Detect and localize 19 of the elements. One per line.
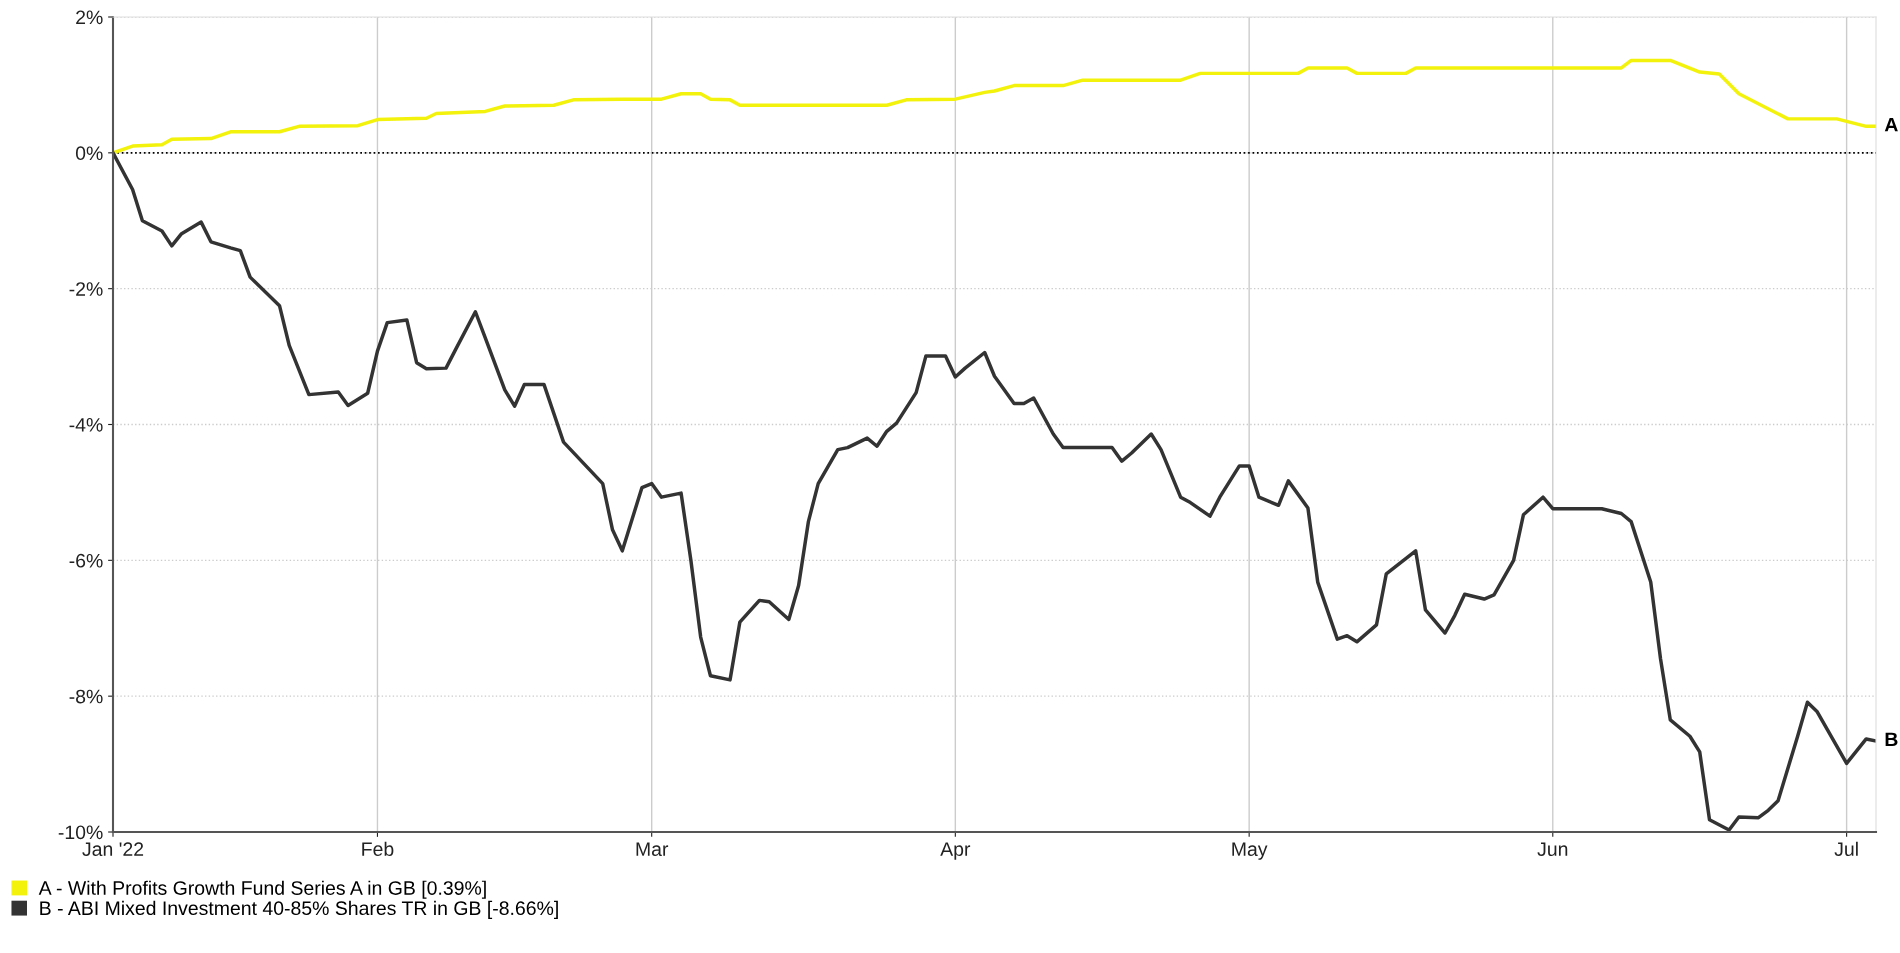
y-tick-label: -4% [69, 418, 103, 432]
x-tick-label: May [1232, 842, 1268, 860]
x-tick-label: Feb [362, 841, 394, 856]
x-tick-label: Mar [636, 842, 669, 856]
y-tick-label: 0% [75, 146, 103, 161]
y-tick-label: -2% [69, 282, 103, 296]
x-tick-label: Jan '22 [82, 842, 144, 856]
annotation: B [1885, 732, 1898, 747]
y-tick-label: -10% [58, 825, 103, 840]
annotation: A [1884, 118, 1898, 132]
x-tick-label: Jun [1537, 842, 1568, 856]
y-tick-label: -8% [69, 689, 103, 704]
legend-label: B - ABI Mixed Investment 40-85% Shares TR in GB [-8.66%] [40, 900, 558, 919]
y-tick-label: 2% [76, 10, 103, 25]
line-series [113, 58, 1876, 155]
legend-label: A - With Profits Growth Fund Series A in GB [0.39%] [38, 880, 486, 899]
x-tick-label: Jul [1834, 841, 1858, 856]
x-tick-label: Apr [940, 842, 971, 860]
y-tick-label: -6% [69, 553, 103, 568]
